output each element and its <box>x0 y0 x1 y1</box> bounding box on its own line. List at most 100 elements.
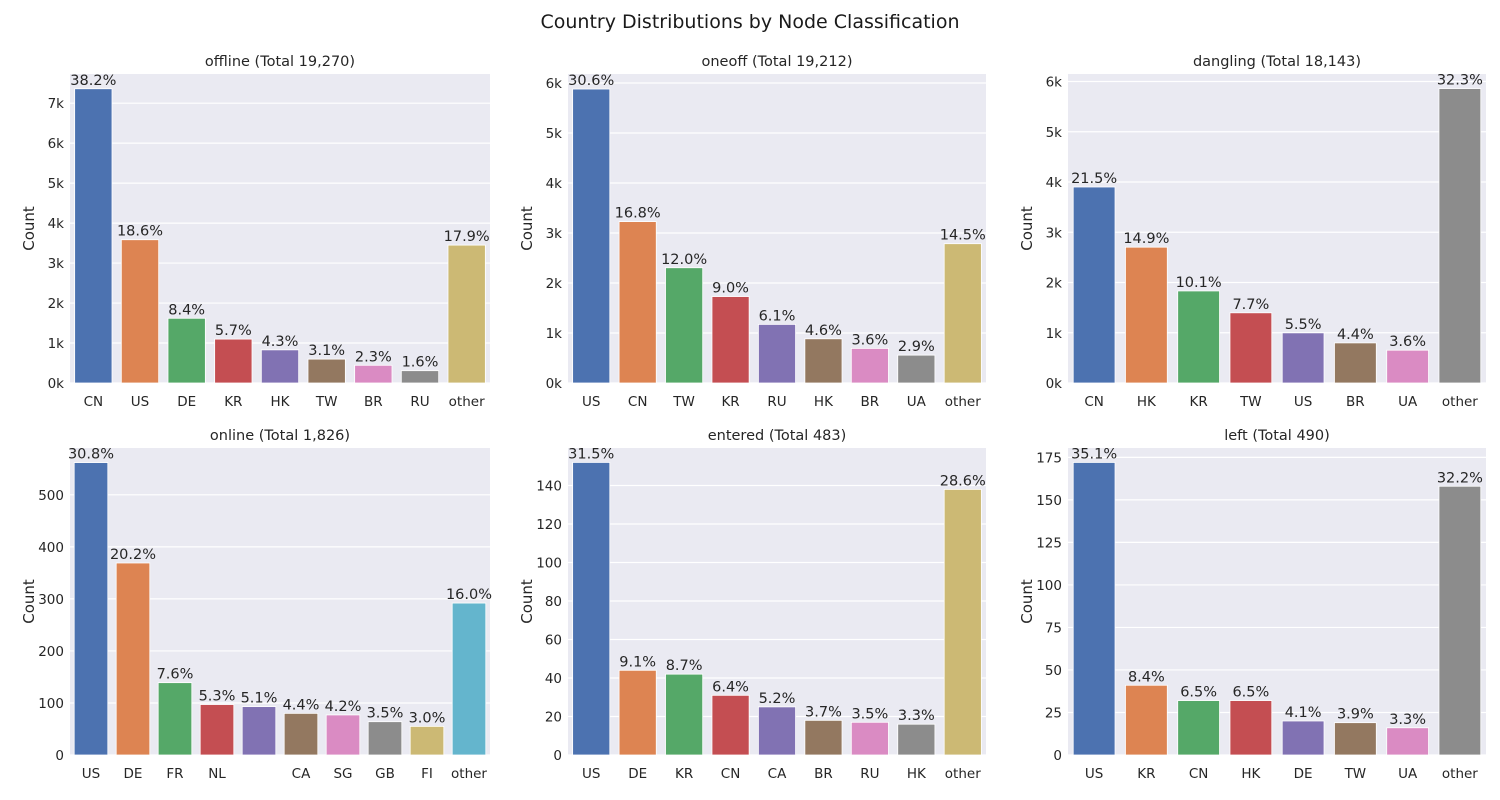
bar-data-label: 14.5% <box>940 228 986 244</box>
y-tick-label: 0 <box>1053 748 1062 764</box>
bar-data-label: 2.9% <box>898 339 935 355</box>
x-tick-label: DE <box>628 766 647 782</box>
y-tick-label: 200 <box>38 644 64 660</box>
bar-data-label: 9.1% <box>619 654 656 670</box>
bar <box>1281 720 1325 756</box>
y-axis-label: Count <box>1018 579 1036 624</box>
bar <box>897 723 936 756</box>
x-tick-label: HK <box>1241 766 1261 782</box>
bar-data-label: 4.1% <box>1285 705 1322 721</box>
y-tick-label: 20 <box>545 710 562 726</box>
bar <box>74 88 113 384</box>
y-axis-label: Count <box>518 206 536 251</box>
bar-data-label: 21.5% <box>1071 171 1117 187</box>
x-tick-label: RU <box>860 766 879 782</box>
bar-data-label: 5.3% <box>199 689 236 705</box>
x-tick-label: DE <box>124 766 143 782</box>
y-tick-label: 1k <box>48 336 65 352</box>
x-tick-label: KR <box>1190 394 1208 410</box>
y-tick-label: 2k <box>546 276 563 292</box>
bar <box>618 669 657 756</box>
bar <box>241 706 277 756</box>
bar <box>1334 722 1377 756</box>
y-tick-label: 40 <box>545 671 562 687</box>
bar <box>758 323 796 384</box>
bar-data-label: 14.9% <box>1123 231 1169 247</box>
x-tick-label: RU <box>767 394 786 410</box>
bar <box>115 562 151 756</box>
bar <box>120 239 160 384</box>
y-tick-label: 0 <box>55 748 64 764</box>
y-tick-label: 175 <box>1036 450 1062 466</box>
x-tick-label: FR <box>166 766 183 782</box>
y-tick-label: 0k <box>48 376 65 392</box>
y-tick-label: 4k <box>48 216 65 232</box>
y-tick-label: 80 <box>545 594 562 610</box>
x-tick-label: UA <box>1398 766 1418 782</box>
bar-data-label: 3.3% <box>1389 712 1426 728</box>
x-tick-label: UA <box>907 394 927 410</box>
x-tick-label: CA <box>292 766 311 782</box>
subplot-title: entered (Total 483) <box>708 428 847 444</box>
bar-data-label: 8.7% <box>666 658 703 674</box>
bar-data-label: 6.4% <box>712 679 749 695</box>
subplot-title: oneoff (Total 19,212) <box>702 54 853 70</box>
bar-data-label: 6.5% <box>1232 685 1269 701</box>
x-tick-label: HK <box>1137 394 1157 410</box>
bar <box>367 721 403 756</box>
bar <box>1438 485 1482 756</box>
bar-data-label: 3.5% <box>367 706 404 722</box>
bar <box>758 706 796 756</box>
bar <box>214 338 253 384</box>
y-tick-label: 300 <box>38 592 64 608</box>
bar <box>943 243 982 384</box>
x-tick-label: GB <box>375 766 395 782</box>
bar <box>1125 684 1168 756</box>
bar-data-label: 3.6% <box>851 332 888 348</box>
x-tick-label: KR <box>721 394 739 410</box>
x-tick-label: BR <box>814 766 833 782</box>
y-tick-label: 5k <box>1046 125 1063 141</box>
bar-data-label: 3.0% <box>409 710 446 726</box>
x-tick-label: CN <box>1084 394 1104 410</box>
bar <box>354 364 393 384</box>
bar-data-label: 3.1% <box>308 343 345 359</box>
bar-data-label: 8.4% <box>168 302 205 318</box>
x-tick-label: US <box>582 766 600 782</box>
y-tick-label: 400 <box>38 540 64 556</box>
subplot-5: 0 25 50 75 100 125 150 175 Count left (Total 490)… <box>1018 428 1486 782</box>
y-tick-label: 500 <box>38 488 64 504</box>
y-tick-label: 120 <box>536 517 562 533</box>
bar <box>711 694 750 756</box>
x-tick-label: DE <box>177 394 196 410</box>
x-tick-label: TW <box>672 394 695 410</box>
bar-data-label: 7.7% <box>1232 297 1269 313</box>
y-tick-label: 0k <box>1046 376 1063 392</box>
bar-data-label: 30.8% <box>68 447 114 463</box>
y-tick-label: 5k <box>48 176 65 192</box>
bar <box>167 317 206 384</box>
x-tick-label: HK <box>814 394 834 410</box>
y-tick-label: 7k <box>48 96 65 112</box>
bar <box>260 349 300 384</box>
y-axis-label: Count <box>518 579 536 624</box>
bar-data-label: 7.6% <box>157 667 194 683</box>
bar-data-label: 1.6% <box>402 355 439 371</box>
bar-data-label: 4.4% <box>1337 327 1374 343</box>
x-tick-label: US <box>131 394 149 410</box>
bar <box>447 244 486 384</box>
x-tick-label: KR <box>224 394 242 410</box>
bar-data-label: 31.5% <box>568 446 614 462</box>
x-tick-label: other <box>945 766 981 782</box>
subplot-title: online (Total 1,826) <box>210 428 350 444</box>
bar-data-label: 28.6% <box>940 473 986 489</box>
bar-data-label: 2.3% <box>355 349 392 365</box>
x-tick-label: CN <box>721 766 741 782</box>
y-tick-label: 150 <box>1036 493 1062 509</box>
bar <box>897 354 936 384</box>
y-tick-label: 0 <box>553 748 562 764</box>
y-tick-label: 5k <box>546 126 563 142</box>
subplot-1: 0k 1k 2k 3k 4k 5k 6k Count oneoff (Total 19,212)… <box>518 54 986 410</box>
x-tick-label: KR <box>1137 766 1155 782</box>
x-tick-label: CN <box>84 394 104 410</box>
